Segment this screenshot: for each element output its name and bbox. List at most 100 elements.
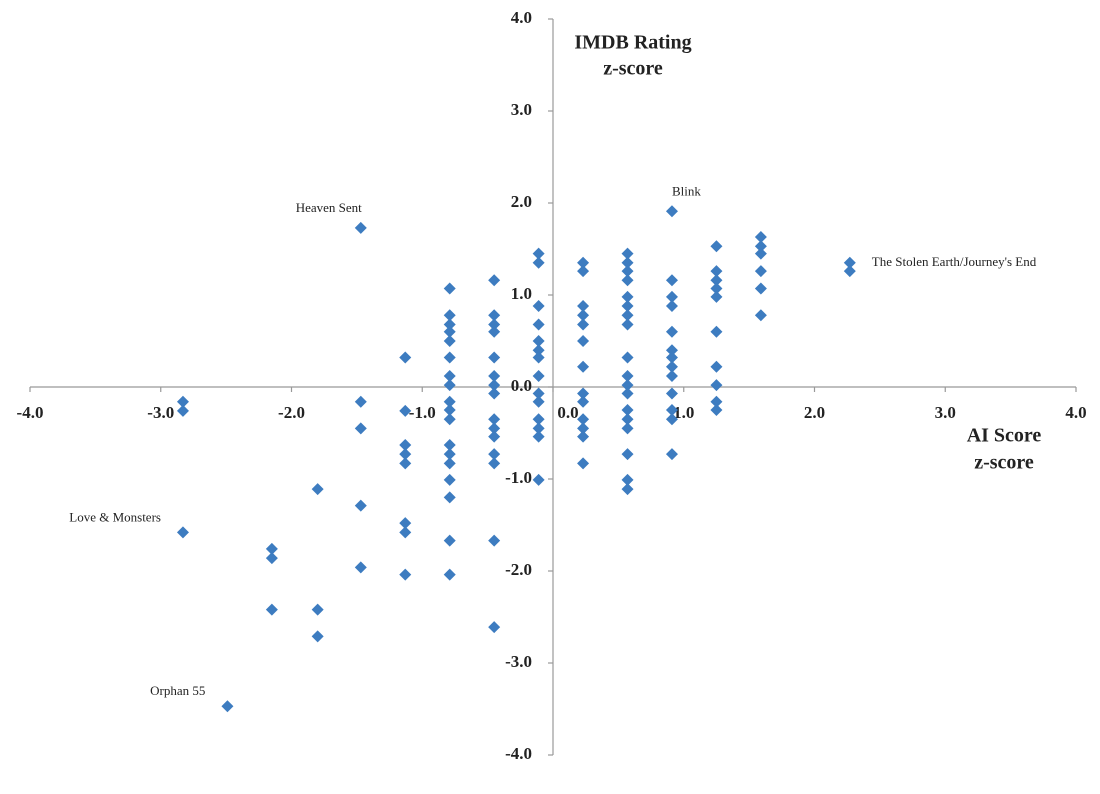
data-point — [754, 265, 767, 278]
data-point — [710, 360, 723, 373]
data-point — [399, 438, 412, 451]
data-point — [710, 404, 723, 416]
data-point — [621, 290, 634, 303]
y-tick-label: -4.0 — [505, 744, 532, 763]
data-point — [577, 360, 590, 373]
data-point — [399, 457, 412, 470]
data-point — [710, 395, 723, 408]
data-point — [443, 491, 456, 504]
y-tick-label: -2.0 — [505, 560, 532, 579]
point-label: Love & Monsters — [69, 509, 161, 524]
data-point — [710, 274, 723, 287]
data-point — [176, 395, 189, 408]
data-point — [577, 457, 590, 470]
data-point — [532, 395, 545, 408]
data-point — [443, 438, 456, 451]
data-point — [488, 534, 501, 547]
data-point — [665, 300, 678, 313]
data-point — [399, 517, 412, 530]
x-tick-label: 1.0 — [673, 403, 694, 422]
data-point — [488, 448, 501, 461]
data-point — [577, 335, 590, 347]
data-point — [665, 274, 678, 287]
data-point — [443, 395, 456, 408]
data-point — [621, 448, 634, 461]
data-point — [754, 247, 767, 260]
point-label: Blink — [672, 183, 701, 198]
data-point — [577, 422, 590, 435]
data-point — [488, 318, 501, 331]
data-point — [488, 369, 501, 382]
data-point — [488, 325, 501, 338]
point-label: Heaven Sent — [296, 200, 362, 215]
data-point — [443, 318, 456, 331]
data-point — [354, 499, 367, 512]
data-point — [532, 247, 545, 260]
data-point — [710, 325, 723, 338]
x-axis-subtitle: z-score — [974, 452, 1034, 474]
data-point — [665, 351, 678, 364]
data-point — [399, 404, 412, 417]
data-point — [443, 379, 456, 392]
y-tick-label: 4.0 — [511, 8, 532, 27]
data-point — [311, 603, 324, 616]
x-tick-label: 2.0 — [804, 403, 825, 422]
data-point — [311, 630, 324, 643]
data-point — [532, 413, 545, 426]
data-point — [577, 256, 590, 269]
data-point — [621, 247, 634, 260]
data-point — [665, 369, 678, 382]
data-point — [621, 256, 634, 269]
data-point — [577, 413, 590, 426]
data-point — [577, 387, 590, 400]
data-point — [311, 483, 324, 496]
data-point — [443, 325, 456, 338]
data-point — [532, 335, 545, 347]
data-point — [710, 240, 723, 253]
y-tick-label: -1.0 — [505, 468, 532, 487]
data-point — [577, 300, 590, 313]
x-axis-title: AI Score — [967, 425, 1042, 447]
data-point — [621, 473, 634, 486]
y-axis-subtitle: z-score — [603, 58, 663, 80]
data-point — [621, 351, 634, 364]
data-point — [354, 395, 367, 408]
data-point — [843, 256, 856, 269]
data-point — [532, 351, 545, 364]
data-point — [665, 290, 678, 303]
data-point — [710, 265, 723, 278]
data-point — [532, 422, 545, 435]
data-point — [443, 404, 456, 416]
data-point — [354, 422, 367, 435]
x-tick-label: 3.0 — [935, 403, 956, 422]
x-tick-label: -2.0 — [278, 403, 305, 422]
data-point — [354, 221, 367, 234]
data-point — [265, 542, 278, 555]
data-point — [621, 369, 634, 382]
data-point — [665, 360, 678, 373]
data-point — [443, 457, 456, 470]
data-point — [621, 379, 634, 392]
data-point — [443, 473, 456, 486]
data-point — [665, 404, 678, 416]
data-point — [399, 526, 412, 539]
data-point — [754, 282, 767, 295]
data-point — [488, 351, 501, 364]
data-point — [443, 309, 456, 322]
data-point — [577, 265, 590, 278]
data-point — [577, 309, 590, 322]
data-point — [532, 369, 545, 382]
data-point — [265, 552, 278, 565]
x-tick-label: -4.0 — [17, 403, 44, 422]
data-point — [665, 205, 678, 218]
data-point — [665, 413, 678, 426]
data-point — [843, 265, 856, 278]
data-point — [443, 448, 456, 461]
x-tick-label: -1.0 — [409, 403, 436, 422]
data-point — [754, 240, 767, 253]
data-point — [399, 568, 412, 581]
data-point — [621, 309, 634, 322]
data-point — [665, 448, 678, 461]
data-point — [577, 395, 590, 408]
